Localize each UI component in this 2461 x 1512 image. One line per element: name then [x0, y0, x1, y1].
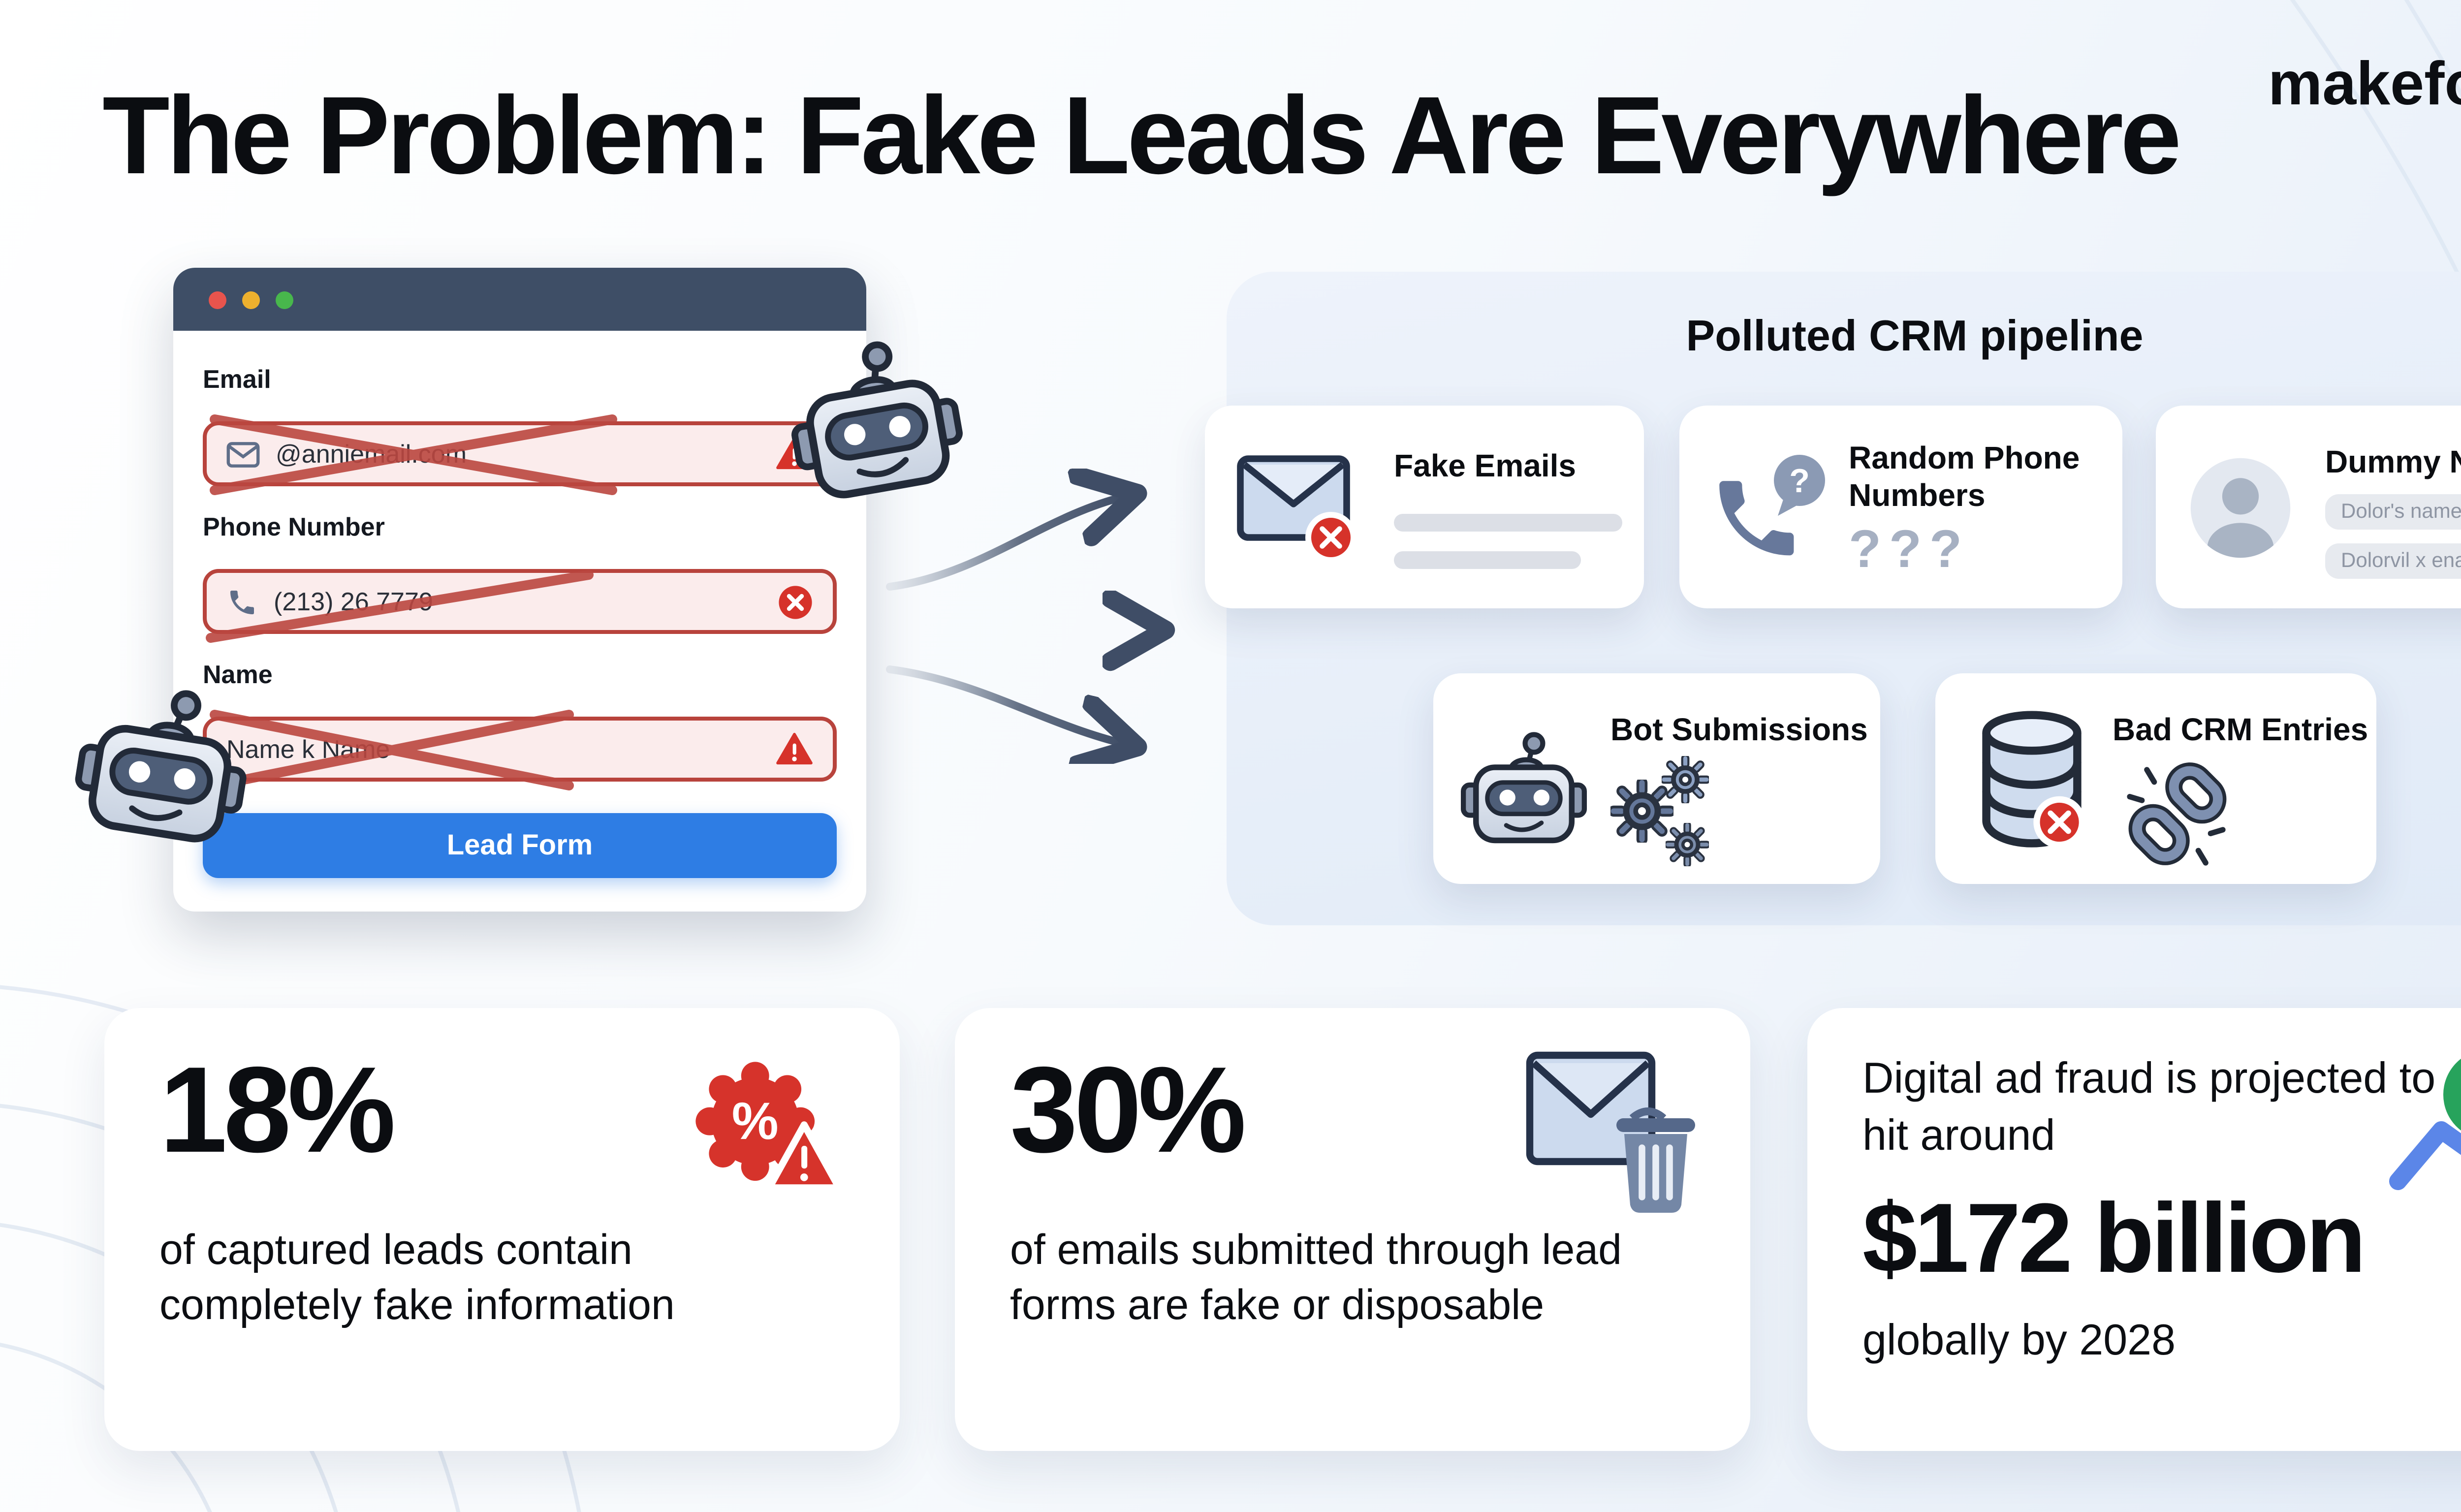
name-field-label: Name — [203, 660, 273, 689]
random-phone-numbers-card: ? Random Phone Numbers ??? — [1679, 406, 2122, 608]
flow-arrows-icon — [880, 469, 1193, 764]
email-field-label: Email — [203, 364, 271, 394]
phone-input-value: (213) 26 7779 — [274, 587, 433, 616]
card-title: Bad CRM Entries — [2113, 715, 2368, 748]
dollar-growth-icon: $ — [2389, 1059, 2461, 1190]
window-titlebar — [173, 268, 866, 331]
stat-card-ad-fraud: Digital ad fraud is projected to hit aro… — [1807, 1008, 2461, 1451]
stat-lead-in: Digital ad fraud is projected to hit aro… — [1862, 1053, 2436, 1159]
placeholder-line — [1394, 551, 1581, 569]
email-field-group: Email @anniemail.com — [203, 364, 837, 495]
question-marks-placeholder: ??? — [1849, 520, 1970, 579]
stat-value: 18% — [159, 1043, 396, 1179]
card-title: Dummy Names — [2325, 447, 2461, 480]
dummy-name-pill: Dolor's name — [2325, 494, 2461, 530]
phone-question-icon: ? — [1719, 455, 1825, 556]
svg-text:?: ? — [1789, 462, 1810, 500]
percent-alert-badge-icon: % — [695, 1062, 843, 1192]
warning-triangle-icon — [776, 732, 813, 765]
email-input-value: @anniemail.com — [276, 439, 467, 469]
phone-icon — [230, 590, 254, 613]
card-title: Bot Submissions — [1610, 715, 1868, 748]
pipeline-heading: Polluted CRM pipeline — [1686, 311, 2144, 360]
stat-description: of captured leads contain completely fak… — [159, 1227, 675, 1329]
lead-form-button[interactable]: Lead Form — [203, 813, 837, 878]
fake-emails-card: Fake Emails — [1205, 406, 1644, 608]
envelope-icon — [226, 441, 260, 467]
gears-icon — [1610, 756, 1748, 874]
robot-icon — [67, 671, 259, 853]
robot-icon — [777, 325, 971, 510]
phone-field-label: Phone Number — [203, 512, 385, 541]
card-title: Fake Emails — [1394, 451, 1576, 484]
stat-value: $172 billion — [1862, 1183, 2366, 1293]
email-trash-icon — [1526, 1051, 1695, 1213]
phone-input[interactable]: (213) 26 7779 — [203, 569, 837, 643]
stat-card-fake-leads: 18% % of captured leads contain complete… — [104, 1008, 900, 1451]
page-title: The Problem: Fake Leads Are Everywhere — [102, 73, 2181, 197]
name-field-group: Name Name k Name — [203, 660, 837, 790]
card-title: Random Phone Numbers — [1849, 443, 2080, 514]
stat-description: of emails submitted through lead forms a… — [1010, 1227, 1622, 1329]
stat-suffix: globally by 2028 — [1862, 1315, 2176, 1364]
stat-card-fake-emails: 30% of emails submitted through lead for… — [955, 1008, 1750, 1451]
stat-value: 30% — [1010, 1043, 1246, 1179]
lead-form-body: Email @anniemail.com — [173, 331, 866, 878]
database-error-icon — [1982, 711, 2085, 849]
bot-submissions-card: Bot Submissions — [1433, 673, 1880, 884]
name-input[interactable]: Name k Name — [203, 710, 837, 790]
maximize-traffic-light-icon[interactable] — [276, 290, 293, 308]
lead-form-window: Email @anniemail.com — [173, 268, 866, 912]
dummy-name-pill: Dolorvil x enariç's aham — [2325, 543, 2461, 579]
envelope-x-icon — [1237, 455, 1357, 563]
email-input[interactable]: @anniemail.com — [203, 414, 837, 495]
phone-field-group: Phone Number (213) 26 7779 — [203, 512, 837, 643]
placeholder-line — [1394, 514, 1622, 532]
brand-logo: makeforms.io — [2268, 49, 2461, 120]
bad-crm-entries-card: Bad CRM Entries — [1935, 673, 2376, 884]
close-traffic-light-icon[interactable] — [209, 290, 226, 308]
dummy-names-card: Dummy Names Dolor's name Dolorvil x enar… — [2156, 406, 2461, 608]
robot-icon — [1461, 728, 1587, 847]
brand-name: makeforms — [2268, 49, 2461, 118]
minimize-traffic-light-icon[interactable] — [242, 290, 260, 308]
svg-text:%: % — [732, 1091, 779, 1150]
avatar-icon — [2187, 455, 2294, 561]
broken-chain-icon — [2127, 762, 2227, 866]
circle-x-icon — [779, 585, 812, 618]
